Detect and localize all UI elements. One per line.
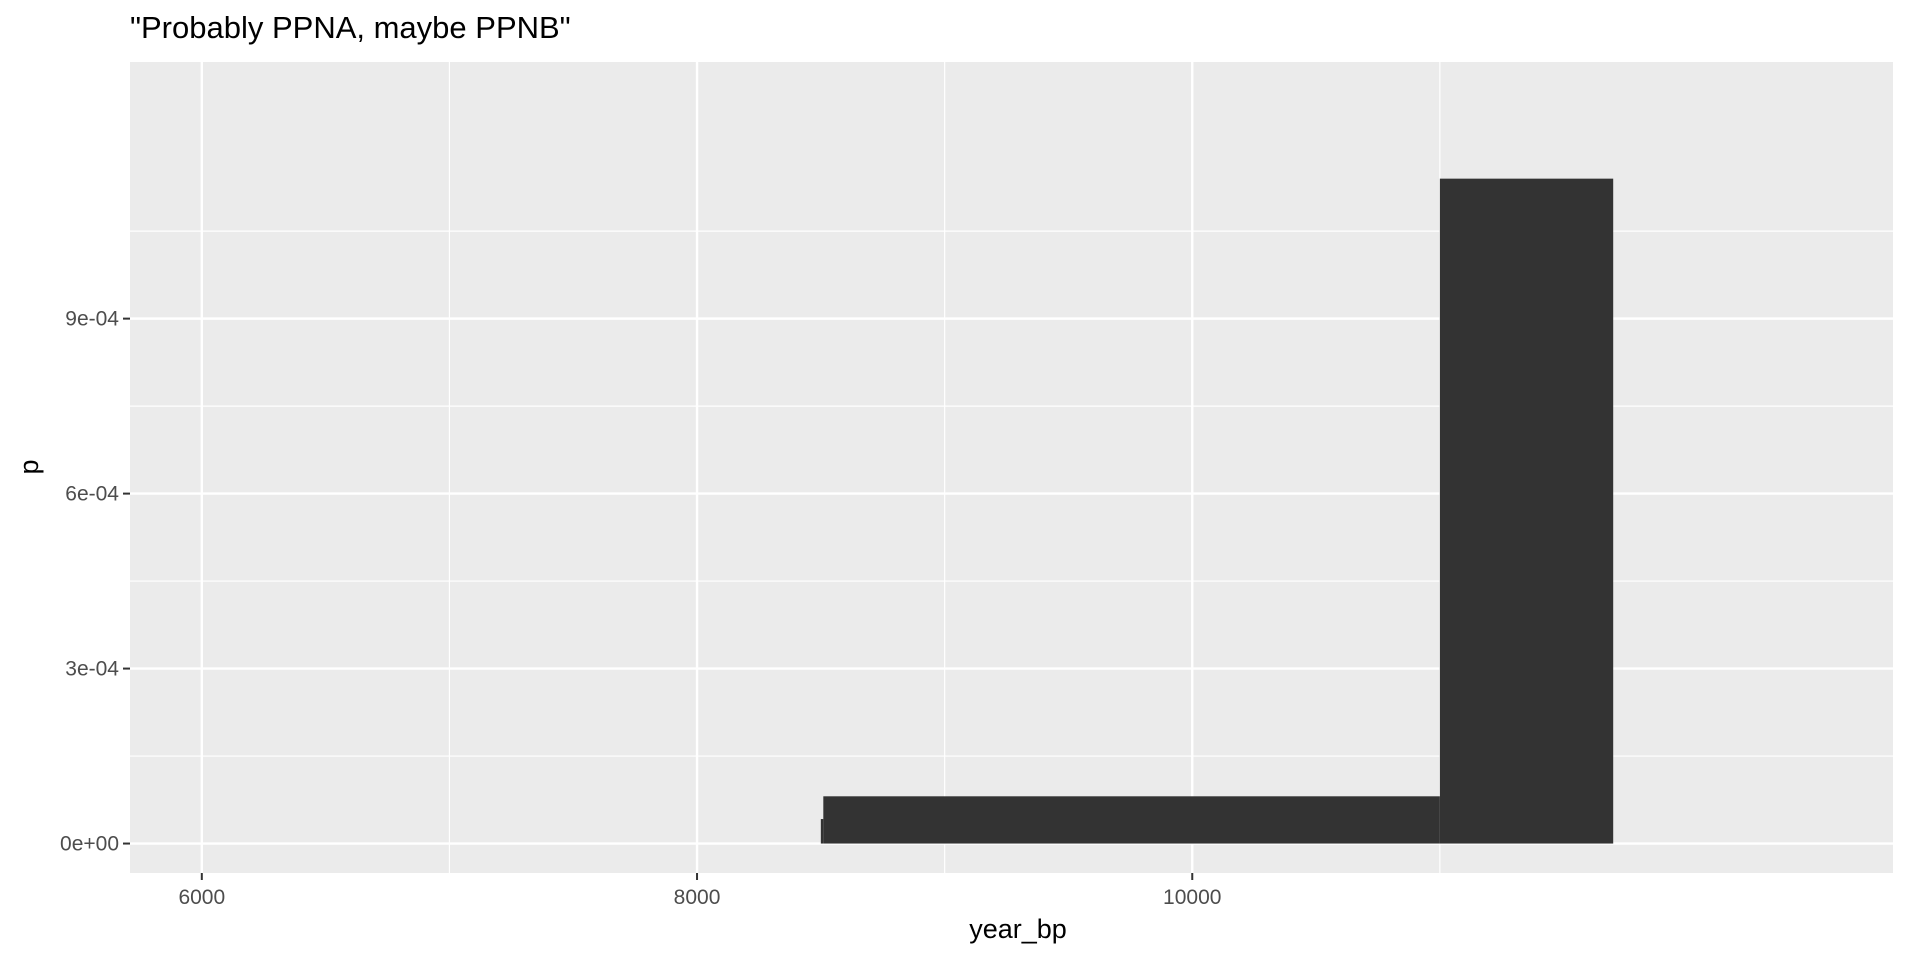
histogram-bar <box>820 819 824 844</box>
histogram-bar <box>823 796 1440 844</box>
x-axis-title: year_bp <box>969 914 1067 944</box>
histogram-bar <box>1439 178 1614 844</box>
bars <box>820 178 1614 844</box>
y-tick-label: 6e-04 <box>65 483 119 506</box>
plot-panel <box>130 62 1893 873</box>
x-tick-label: 8000 <box>674 886 721 909</box>
x-axis: 6000 8000 10000 <box>178 873 1221 909</box>
x-tick-label: 6000 <box>178 886 225 909</box>
y-axis: 0e+00 3e-04 6e-04 9e-04 <box>60 308 130 856</box>
x-tick-label: 10000 <box>1163 886 1221 909</box>
chart-title: "Probably PPNA, maybe PPNB" <box>130 10 571 45</box>
y-tick-label: 3e-04 <box>65 658 119 681</box>
y-axis-title: p <box>14 459 44 474</box>
y-tick-label: 9e-04 <box>65 308 119 331</box>
y-tick-label: 0e+00 <box>60 833 119 856</box>
